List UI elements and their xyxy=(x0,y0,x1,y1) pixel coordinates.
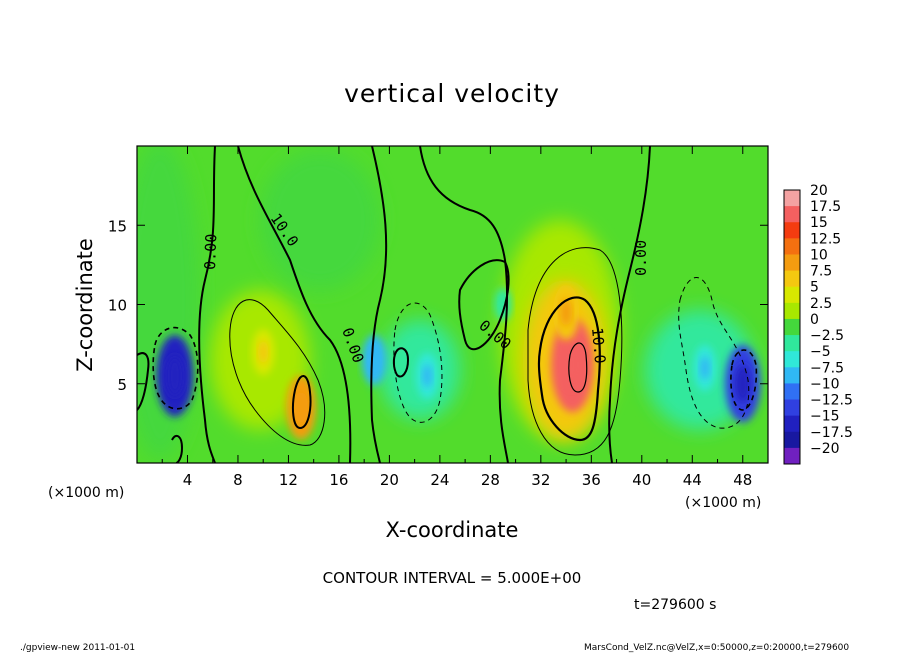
velocity-cell-core xyxy=(560,298,573,327)
x-tick-label: 20 xyxy=(380,471,399,489)
footer-left: ./gpview-new 2011-01-01 xyxy=(20,643,135,653)
contour-label: 10.0 xyxy=(588,327,609,365)
colorbar-swatch xyxy=(784,367,800,384)
contour-five-right xyxy=(527,247,623,456)
contour-fifteen-right xyxy=(568,342,588,393)
colorbar-label: −15 xyxy=(810,409,840,425)
colorbar-label: −10 xyxy=(810,376,840,392)
plot-area xyxy=(137,146,768,463)
contour-small-2 xyxy=(137,352,150,411)
velocity-cell-core xyxy=(368,347,380,373)
colorbar-label: −20 xyxy=(810,441,840,457)
y-axis-label: Z-coordinate xyxy=(73,238,97,372)
contour-zero-5 xyxy=(458,259,510,351)
colorbar-label: 10 xyxy=(810,247,828,263)
colorbar-label: −2.5 xyxy=(810,328,844,344)
x-unit-right: (×1000 m) xyxy=(685,495,761,511)
x-tick-label: 8 xyxy=(233,471,243,489)
colorbar-swatch xyxy=(784,222,800,239)
colorbar-swatch xyxy=(784,399,800,417)
colorbar-label: 2.5 xyxy=(810,296,832,312)
footer-right: MarsCond_VelZ.nc@VelZ,x=0:50000,z=0:2000… xyxy=(584,643,849,653)
x-tick-label: 32 xyxy=(531,471,550,489)
time-label: t=279600 s xyxy=(634,597,716,613)
velocity-cell-core xyxy=(562,341,582,389)
y-tick-label: 15 xyxy=(108,217,127,235)
colorbar-swatch xyxy=(784,383,800,401)
colorbar-swatch xyxy=(784,254,800,272)
contour-label: 0.00 xyxy=(632,240,650,276)
contour-neg-left xyxy=(152,326,199,410)
velocity-cell-core xyxy=(734,364,751,404)
y-tick-label: 5 xyxy=(117,376,127,394)
colorbar-label: 5 xyxy=(810,280,819,296)
contour-lines xyxy=(137,146,758,463)
x-axis: 4 8 12 16 20 24 28 32 36 40 44 48 xyxy=(161,146,752,489)
colorbar-label: 15 xyxy=(810,215,828,231)
contour-zero-2 xyxy=(237,146,352,463)
velocity-cell-core xyxy=(422,364,433,388)
colorbar-swatch xyxy=(784,335,800,352)
contour-small-1 xyxy=(392,347,410,378)
x-tick-label: 48 xyxy=(733,471,752,489)
contour-label: 0.00 xyxy=(201,233,220,270)
colorbar-swatch xyxy=(784,286,800,304)
x-tick-label: 44 xyxy=(683,471,702,489)
colorbar-label: −17.5 xyxy=(810,425,853,441)
colorbar-swatch xyxy=(784,206,800,223)
colorbar: 2017.51512.5107.552.50−2.5−5−7.5−10−12.5… xyxy=(783,183,853,465)
velocity-cell-core xyxy=(166,355,184,397)
colorbar-swatch xyxy=(784,270,800,288)
colorbar-swatch xyxy=(784,447,800,465)
velocity-cell-core xyxy=(699,356,711,380)
colorbar-swatch xyxy=(784,351,800,368)
contour-ten-left xyxy=(291,375,312,430)
colorbar-label: −7.5 xyxy=(810,360,844,376)
colorbar-label: 20 xyxy=(810,183,828,199)
colorbar-label: −12.5 xyxy=(810,393,853,409)
contour-zero-3 xyxy=(370,146,388,463)
colorbar-swatch xyxy=(784,190,800,207)
contour-zero-1 xyxy=(198,146,216,463)
y-tick-label: 10 xyxy=(108,297,127,315)
x-tick-label: 40 xyxy=(632,471,651,489)
colorbar-label: 17.5 xyxy=(810,199,841,215)
colorbar-swatch xyxy=(784,431,800,449)
chart-title: vertical velocity xyxy=(344,79,560,108)
x-unit-left: (×1000 m) xyxy=(48,485,124,501)
colorbar-swatch xyxy=(784,238,800,255)
x-axis-label: X-coordinate xyxy=(386,518,519,542)
colorbar-label: 12.5 xyxy=(810,231,841,247)
contour-five-left xyxy=(229,299,326,446)
contour-neg-right xyxy=(678,277,750,429)
x-tick-label: 4 xyxy=(183,471,193,489)
x-tick-label: 36 xyxy=(582,471,601,489)
x-tick-label: 16 xyxy=(329,471,348,489)
x-tick-label: 24 xyxy=(430,471,449,489)
colorbar-label: 0 xyxy=(810,312,819,328)
contour-neg-far-right xyxy=(730,349,758,411)
colorbar-swatch xyxy=(784,302,800,320)
contour-small-3 xyxy=(171,434,184,463)
contour-interval: CONTOUR INTERVAL = 5.000E+00 xyxy=(323,569,582,587)
x-tick-label: 28 xyxy=(481,471,500,489)
velocity-cell-core xyxy=(258,340,269,364)
colorbar-frame xyxy=(783,189,801,465)
y-axis: 5 10 15 xyxy=(108,217,768,394)
colorbar-label: 7.5 xyxy=(810,264,832,280)
colorbar-swatch xyxy=(784,318,800,336)
contour-ten-right xyxy=(537,296,601,442)
colorbar-swatch xyxy=(784,415,800,433)
velocity-cell-core xyxy=(294,391,308,424)
contour-zero-4 xyxy=(419,146,509,463)
x-tick-label: 12 xyxy=(279,471,298,489)
colorbar-label: −5 xyxy=(810,344,831,360)
